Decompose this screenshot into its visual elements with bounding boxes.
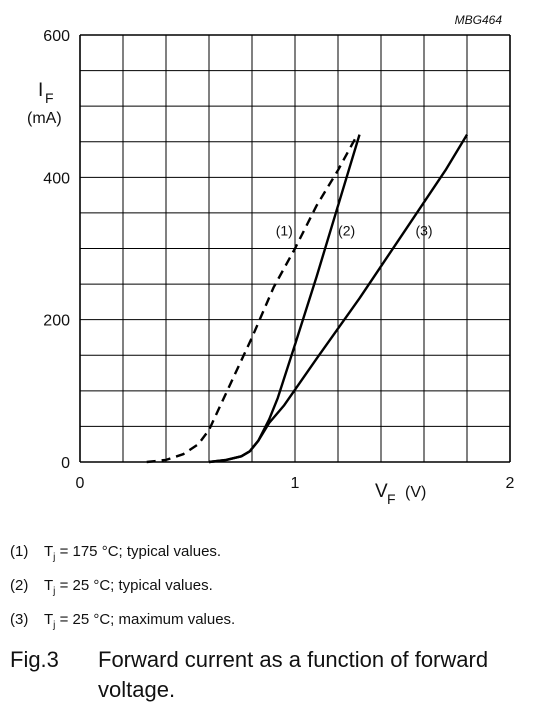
legend-subscript: j bbox=[53, 552, 56, 563]
y-tick-label: 0 bbox=[61, 455, 70, 472]
legend-item: (3) Tj = 25 °C; maximum values. bbox=[10, 606, 235, 640]
chart-curves bbox=[146, 133, 469, 464]
legend-subscript: j bbox=[53, 586, 56, 597]
legend-text: = 25 °C; typical values. bbox=[55, 577, 213, 594]
y-tick-label: 400 bbox=[43, 170, 70, 187]
series-line-3 bbox=[208, 133, 469, 464]
legend-symbol: T bbox=[44, 543, 54, 560]
y-tick-label: 600 bbox=[43, 28, 70, 45]
legend-text: = 175 °C; typical values. bbox=[55, 543, 222, 560]
legend-item: (1) Tj = 175 °C; typical values. bbox=[10, 538, 235, 572]
figure-caption-text: Forward current as a function of forward… bbox=[98, 647, 489, 702]
legend-number: (1) bbox=[10, 543, 29, 560]
x-tick-label: 1 bbox=[291, 475, 300, 492]
series-label-2: (2) bbox=[338, 223, 355, 239]
series-label-3: (3) bbox=[415, 223, 432, 239]
legend: (1) Tj = 175 °C; typical values. (2) Tj = … bbox=[10, 538, 235, 640]
figure-code: MBG464 bbox=[455, 13, 503, 27]
x-axis-label: V bbox=[375, 481, 388, 502]
y-axis-label: I bbox=[38, 80, 43, 101]
figure-caption: Fig.3 Forward current as a function of fo… bbox=[10, 645, 545, 705]
x-axis-label-subscript: F bbox=[387, 491, 396, 507]
x-tick-label: 2 bbox=[506, 475, 515, 492]
series-line-2 bbox=[208, 134, 361, 464]
chart-ticks: 0 1 2 0 200 400 600 bbox=[43, 28, 514, 492]
x-tick-label: 0 bbox=[76, 475, 85, 492]
x-axis-unit: (V) bbox=[405, 484, 426, 501]
figure-number: Fig.3 bbox=[10, 647, 59, 672]
y-axis-unit: (mA) bbox=[27, 110, 62, 127]
legend-subscript: j bbox=[53, 620, 56, 631]
legend-number: (2) bbox=[10, 577, 29, 594]
legend-item: (2) Tj = 25 °C; typical values. bbox=[10, 572, 235, 606]
chart-curve-labels: (1) (2) (3) bbox=[276, 223, 433, 239]
series-label-1: (1) bbox=[276, 223, 293, 239]
legend-number: (3) bbox=[10, 611, 29, 628]
legend-text: = 25 °C; maximum values. bbox=[55, 611, 236, 628]
y-axis-label-subscript: F bbox=[45, 90, 54, 106]
legend-symbol: T bbox=[44, 577, 54, 594]
y-tick-label: 200 bbox=[43, 313, 70, 330]
legend-symbol: T bbox=[44, 611, 54, 628]
series-line-1 bbox=[146, 134, 359, 464]
